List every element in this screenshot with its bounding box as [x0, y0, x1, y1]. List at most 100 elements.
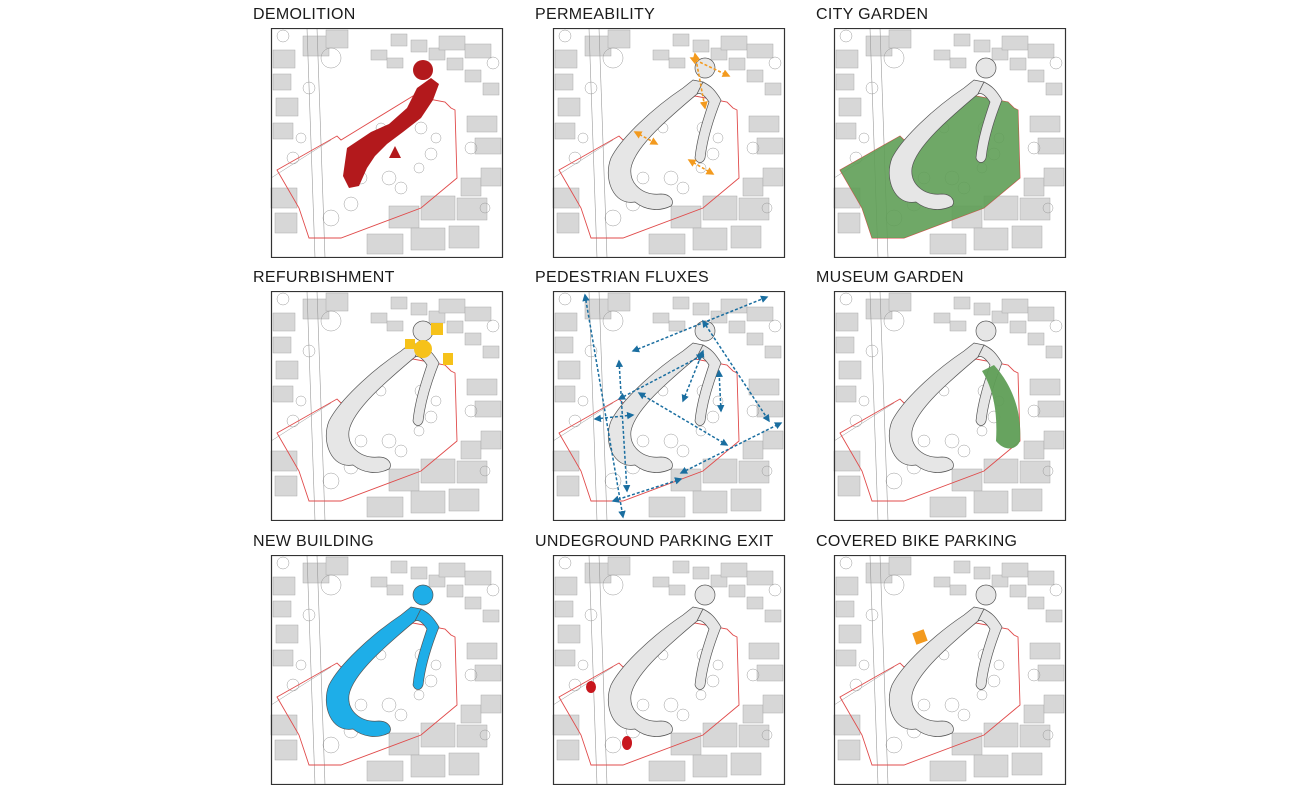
city-block — [762, 694, 784, 714]
tree — [858, 659, 870, 671]
city-block — [302, 35, 330, 57]
city-block — [929, 496, 967, 518]
city-block — [480, 167, 502, 187]
city-block — [692, 39, 710, 53]
tree — [558, 556, 572, 570]
building-wing — [694, 608, 722, 690]
tree — [558, 29, 572, 43]
city-block — [742, 177, 764, 197]
building-loop — [888, 606, 985, 737]
city-block — [742, 704, 764, 724]
tree — [944, 697, 960, 713]
tree — [1027, 404, 1041, 418]
city-block — [584, 35, 612, 57]
city-block — [835, 649, 857, 667]
tree — [917, 434, 931, 448]
city-block — [460, 440, 482, 460]
city-block — [1029, 378, 1061, 396]
city-block — [480, 694, 502, 714]
city-block — [720, 298, 748, 314]
city-block — [668, 584, 686, 596]
tree — [706, 674, 720, 688]
city-block — [554, 122, 576, 140]
city-block — [557, 624, 581, 644]
city-block — [742, 440, 764, 460]
tree — [295, 132, 307, 144]
city-block — [738, 197, 770, 221]
tree — [663, 697, 679, 713]
site-plan-map — [833, 291, 1067, 521]
map-frame — [552, 28, 786, 258]
road-line — [879, 291, 889, 521]
tree — [695, 689, 707, 701]
map-frame — [270, 555, 504, 785]
tree — [768, 583, 782, 597]
city-block — [756, 137, 784, 155]
tree — [768, 56, 782, 70]
site-plan-map — [833, 555, 1067, 785]
tree — [577, 659, 589, 671]
tree — [1042, 465, 1054, 477]
site-context — [552, 291, 785, 521]
tree — [464, 668, 478, 682]
city-block — [746, 69, 764, 83]
site-context — [552, 28, 785, 258]
site-plan-map — [270, 28, 504, 258]
city-block — [1001, 298, 1029, 314]
city-block — [607, 556, 631, 576]
city-block — [274, 475, 298, 497]
road-line — [833, 666, 895, 706]
tree — [636, 171, 650, 185]
city-block — [1043, 430, 1065, 450]
tree — [987, 674, 1001, 688]
refurbished-elements — [405, 323, 453, 365]
city-block — [366, 760, 404, 782]
building-wing — [975, 608, 1003, 690]
city-block — [410, 39, 428, 53]
city-block — [983, 722, 1019, 748]
city-block — [428, 574, 446, 588]
tree — [394, 181, 408, 195]
city-block — [835, 122, 857, 140]
tree — [464, 404, 478, 418]
city-block — [607, 29, 631, 49]
city-block — [554, 649, 576, 667]
city-block — [652, 576, 670, 588]
city-block — [272, 312, 296, 332]
city-block — [672, 560, 690, 574]
city-block — [325, 292, 349, 312]
map-frame — [833, 555, 1067, 785]
tree — [322, 209, 340, 227]
city-block — [275, 624, 299, 644]
city-block — [1043, 167, 1065, 187]
flow-arrow — [611, 477, 683, 503]
tree — [413, 425, 425, 437]
city-block — [648, 496, 686, 518]
city-block — [692, 490, 728, 514]
city-block — [746, 43, 774, 59]
tree — [957, 444, 971, 458]
panel-title: CITY GARDEN — [816, 6, 929, 23]
city-block — [1011, 488, 1043, 512]
city-block — [953, 560, 971, 574]
tree — [1042, 729, 1054, 741]
building-tower — [412, 320, 434, 342]
city-block — [933, 49, 951, 61]
refurbished-block — [431, 323, 443, 335]
parking-exits — [586, 681, 632, 750]
map-frame — [833, 291, 1067, 521]
city-block — [482, 345, 500, 359]
city-block — [933, 312, 951, 324]
tree — [839, 292, 853, 306]
tree — [1049, 319, 1063, 333]
city-block — [556, 212, 580, 234]
tree — [976, 689, 988, 701]
tree — [602, 574, 624, 596]
city-block — [991, 47, 1009, 61]
tree — [320, 47, 342, 69]
city-block — [464, 306, 492, 322]
city-block — [366, 496, 404, 518]
city-block — [764, 609, 782, 623]
tree — [295, 395, 307, 407]
city-block — [835, 576, 859, 596]
